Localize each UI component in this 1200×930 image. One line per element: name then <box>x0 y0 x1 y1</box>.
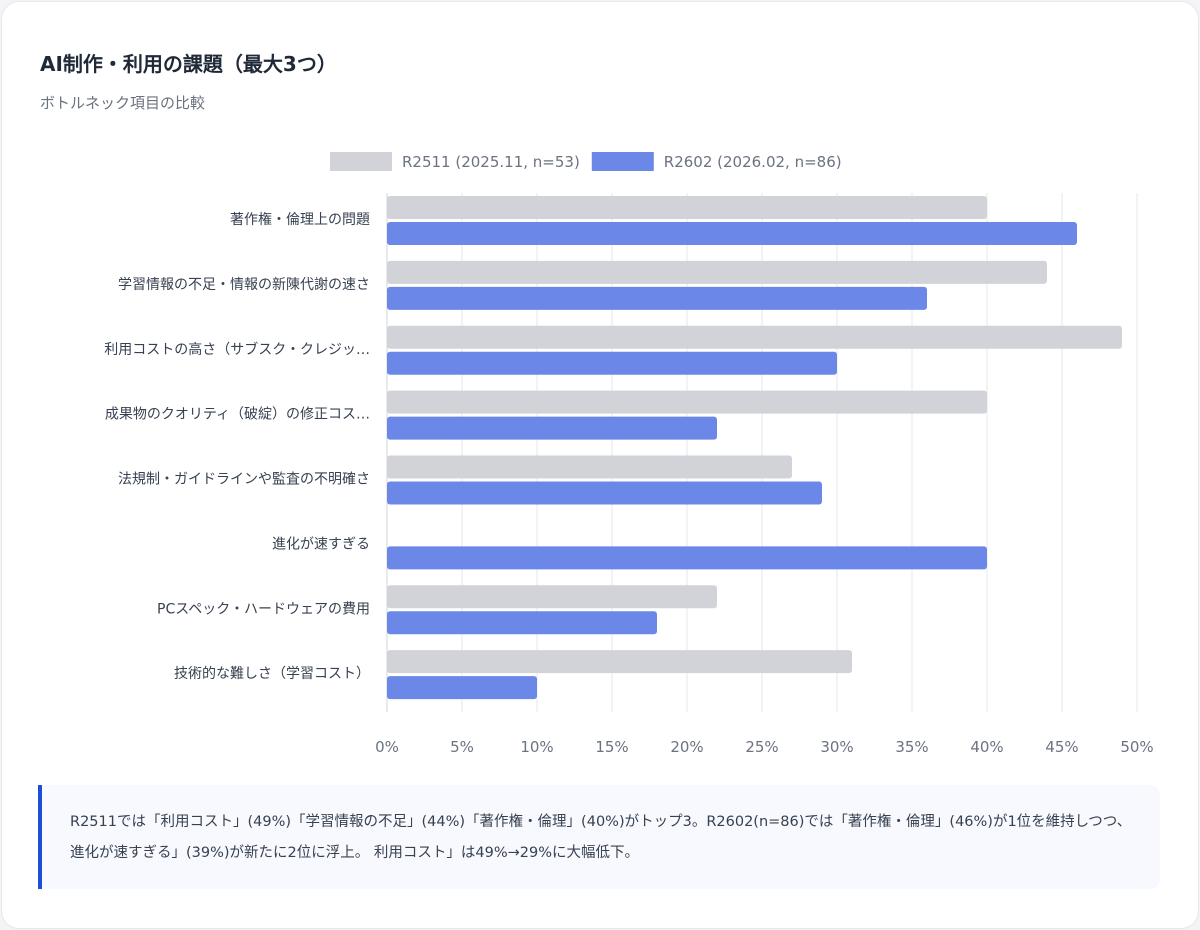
bar-r2511 <box>387 260 1047 284</box>
x-tick-label: 35% <box>895 738 928 756</box>
x-tick-label: 0% <box>375 738 399 756</box>
x-tick-label: 20% <box>670 738 703 756</box>
x-tick-label: 10% <box>520 738 553 756</box>
bar-r2511 <box>387 650 852 674</box>
bar-r2602 <box>387 546 987 570</box>
x-tick-label: 25% <box>745 738 778 756</box>
bar-r2602 <box>387 611 657 635</box>
bar-r2602 <box>387 481 822 505</box>
summary-note: R2511では「利用コスト」(49%)「学習情報の不足」(44%)「著作権・倫理… <box>38 785 1160 889</box>
category-label: 技術的な難しさ（学習コスト） <box>174 666 370 682</box>
bar-r2602 <box>387 222 1077 245</box>
bar-r2511 <box>387 325 1122 349</box>
chart-subtitle: ボトルネック項目の比較 <box>40 94 206 112</box>
chart-title: AI制作・利用の課題（最大3つ） <box>40 52 337 76</box>
x-tick-label: 50% <box>1120 738 1153 756</box>
x-tick-label: 40% <box>970 738 1003 756</box>
bar-r2511 <box>387 390 987 414</box>
bar-r2602 <box>387 416 717 440</box>
bar-r2602 <box>387 286 927 310</box>
category-label: 法規制・ガイドラインや監査の不明確さ <box>118 471 370 488</box>
x-tick-label: 15% <box>595 738 628 756</box>
legend-label: R2602 (2026.02, n=86) <box>664 153 842 171</box>
legend-swatch <box>330 152 392 171</box>
legend-label: R2511 (2025.11, n=53) <box>402 153 580 171</box>
bar-r2511 <box>387 585 717 609</box>
category-label: 学習情報の不足・情報の新陳代謝の速さ <box>118 277 370 293</box>
x-tick-label: 30% <box>820 738 853 756</box>
bar-r2602 <box>387 351 837 375</box>
category-label: 成果物のクオリティ（破綻）の修正コス… <box>105 407 370 423</box>
bar-r2511 <box>387 455 792 479</box>
category-label: 著作権・倫理上の問題 <box>230 211 370 228</box>
category-label: 利用コストの高さ（サブスク・クレジッ… <box>104 341 370 358</box>
bar-r2511 <box>387 196 987 219</box>
x-tick-label: 5% <box>450 738 474 756</box>
legend-swatch <box>591 152 654 171</box>
bar-r2602 <box>387 676 537 700</box>
category-label: 進化が速すぎる <box>272 536 370 552</box>
category-label: PCスペック・ハードウェアの費用 <box>157 601 370 617</box>
x-tick-label: 45% <box>1045 738 1078 756</box>
